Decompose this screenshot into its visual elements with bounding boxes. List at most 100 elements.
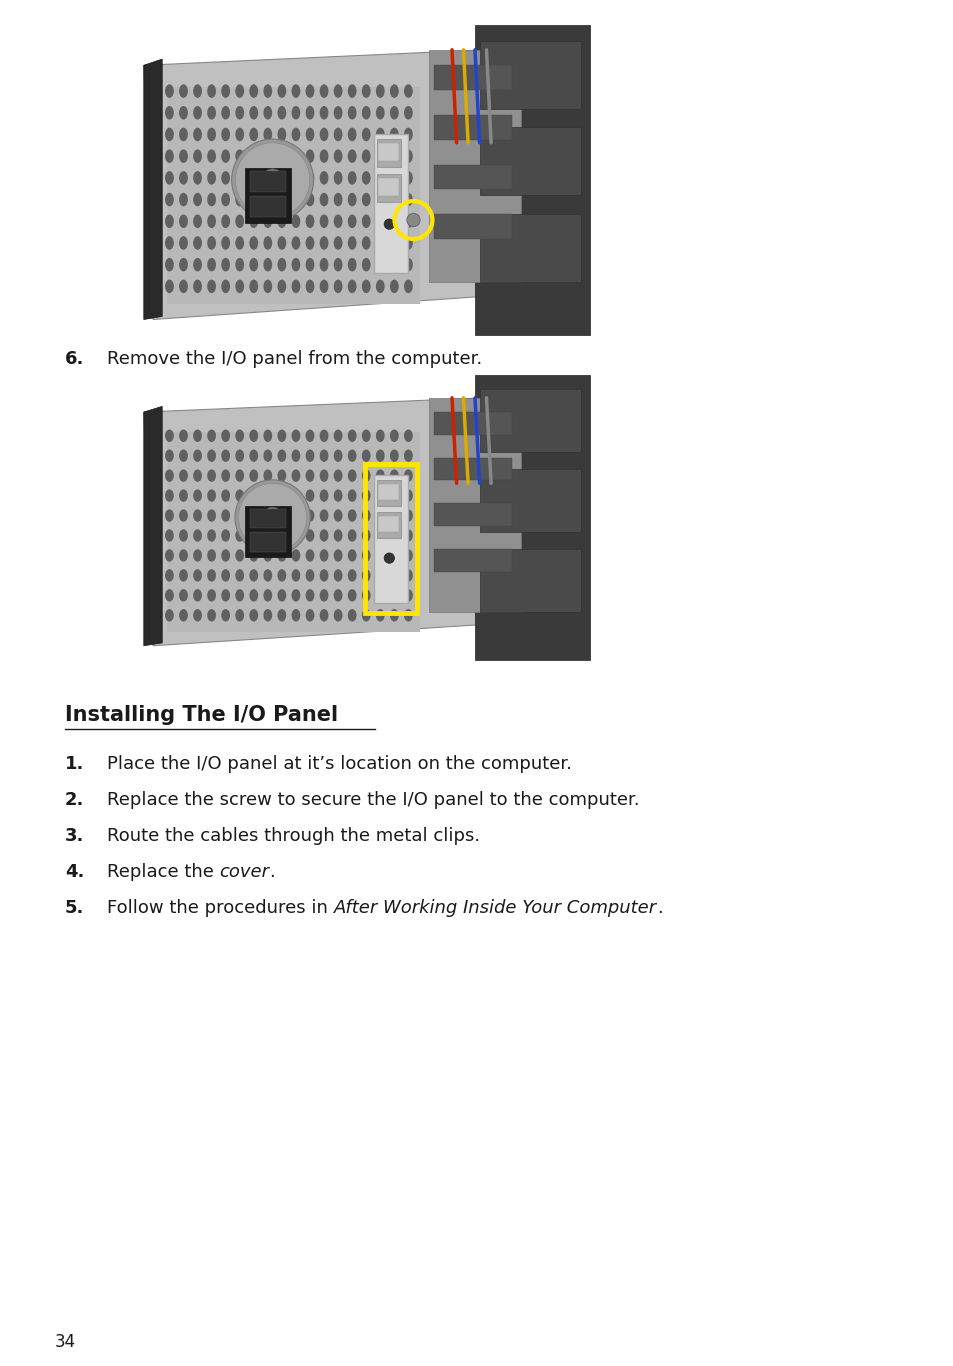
Ellipse shape xyxy=(207,489,215,501)
Bar xyxy=(130,25,589,335)
Ellipse shape xyxy=(292,470,300,482)
Circle shape xyxy=(235,143,310,217)
Bar xyxy=(434,115,511,139)
Ellipse shape xyxy=(390,549,398,561)
Ellipse shape xyxy=(292,589,300,601)
Ellipse shape xyxy=(165,609,173,622)
Ellipse shape xyxy=(193,429,202,443)
Ellipse shape xyxy=(249,589,258,601)
Ellipse shape xyxy=(305,236,314,250)
Ellipse shape xyxy=(179,85,188,98)
Ellipse shape xyxy=(319,429,328,443)
Ellipse shape xyxy=(334,549,342,561)
Ellipse shape xyxy=(207,589,215,601)
Ellipse shape xyxy=(348,510,356,522)
Ellipse shape xyxy=(361,280,370,294)
Ellipse shape xyxy=(390,85,398,98)
Ellipse shape xyxy=(193,258,202,272)
Ellipse shape xyxy=(235,429,244,443)
Ellipse shape xyxy=(235,589,244,601)
Bar xyxy=(250,510,286,529)
Ellipse shape xyxy=(193,149,202,163)
Ellipse shape xyxy=(348,258,356,272)
Ellipse shape xyxy=(348,609,356,622)
Ellipse shape xyxy=(390,127,398,141)
Ellipse shape xyxy=(403,149,413,163)
Text: 4.: 4. xyxy=(65,863,84,881)
Polygon shape xyxy=(144,398,507,646)
Ellipse shape xyxy=(221,85,230,98)
Ellipse shape xyxy=(348,236,356,250)
Ellipse shape xyxy=(207,127,215,141)
Ellipse shape xyxy=(319,107,328,120)
Ellipse shape xyxy=(403,236,413,250)
Bar xyxy=(377,516,398,533)
Ellipse shape xyxy=(361,258,370,272)
Ellipse shape xyxy=(348,149,356,163)
Ellipse shape xyxy=(193,470,202,482)
Ellipse shape xyxy=(235,280,244,294)
Ellipse shape xyxy=(249,214,258,228)
Ellipse shape xyxy=(165,449,173,462)
Ellipse shape xyxy=(334,489,342,501)
Ellipse shape xyxy=(348,589,356,601)
Ellipse shape xyxy=(390,214,398,228)
Ellipse shape xyxy=(403,429,413,443)
Ellipse shape xyxy=(249,510,258,522)
Ellipse shape xyxy=(221,470,230,482)
Ellipse shape xyxy=(390,449,398,462)
Text: After Working Inside Your Computer: After Working Inside Your Computer xyxy=(334,899,656,917)
Ellipse shape xyxy=(319,549,328,561)
Ellipse shape xyxy=(305,85,314,98)
Ellipse shape xyxy=(165,470,173,482)
Ellipse shape xyxy=(361,85,370,98)
Bar xyxy=(250,531,286,552)
Ellipse shape xyxy=(221,214,230,228)
Ellipse shape xyxy=(361,609,370,622)
Circle shape xyxy=(262,507,282,527)
Ellipse shape xyxy=(334,510,342,522)
Ellipse shape xyxy=(403,280,413,294)
Ellipse shape xyxy=(179,236,188,250)
Ellipse shape xyxy=(277,107,286,120)
Ellipse shape xyxy=(403,609,413,622)
Ellipse shape xyxy=(221,107,230,120)
Ellipse shape xyxy=(165,589,173,601)
Ellipse shape xyxy=(165,85,173,98)
Ellipse shape xyxy=(305,107,314,120)
Ellipse shape xyxy=(390,470,398,482)
Text: 6.: 6. xyxy=(65,350,84,367)
Ellipse shape xyxy=(235,470,244,482)
Ellipse shape xyxy=(390,107,398,120)
Bar xyxy=(434,549,511,571)
Ellipse shape xyxy=(403,107,413,120)
Circle shape xyxy=(406,213,419,227)
Bar xyxy=(376,173,401,202)
Ellipse shape xyxy=(221,127,230,141)
Bar xyxy=(245,505,291,557)
Ellipse shape xyxy=(221,549,230,561)
Text: Remove the I/O panel from the computer.: Remove the I/O panel from the computer. xyxy=(107,350,482,367)
Ellipse shape xyxy=(249,609,258,622)
Ellipse shape xyxy=(403,570,413,582)
Ellipse shape xyxy=(179,127,188,141)
Ellipse shape xyxy=(235,236,244,250)
Ellipse shape xyxy=(193,127,202,141)
Ellipse shape xyxy=(319,193,328,206)
Ellipse shape xyxy=(277,470,286,482)
Ellipse shape xyxy=(390,529,398,542)
Ellipse shape xyxy=(207,107,215,120)
Ellipse shape xyxy=(375,529,384,542)
Ellipse shape xyxy=(334,529,342,542)
Ellipse shape xyxy=(403,449,413,462)
Ellipse shape xyxy=(165,489,173,501)
Ellipse shape xyxy=(193,529,202,542)
Ellipse shape xyxy=(375,280,384,294)
Ellipse shape xyxy=(375,549,384,561)
Ellipse shape xyxy=(207,470,215,482)
Ellipse shape xyxy=(165,127,173,141)
Bar xyxy=(376,512,401,538)
Ellipse shape xyxy=(263,127,272,141)
Ellipse shape xyxy=(292,489,300,501)
Ellipse shape xyxy=(292,258,300,272)
